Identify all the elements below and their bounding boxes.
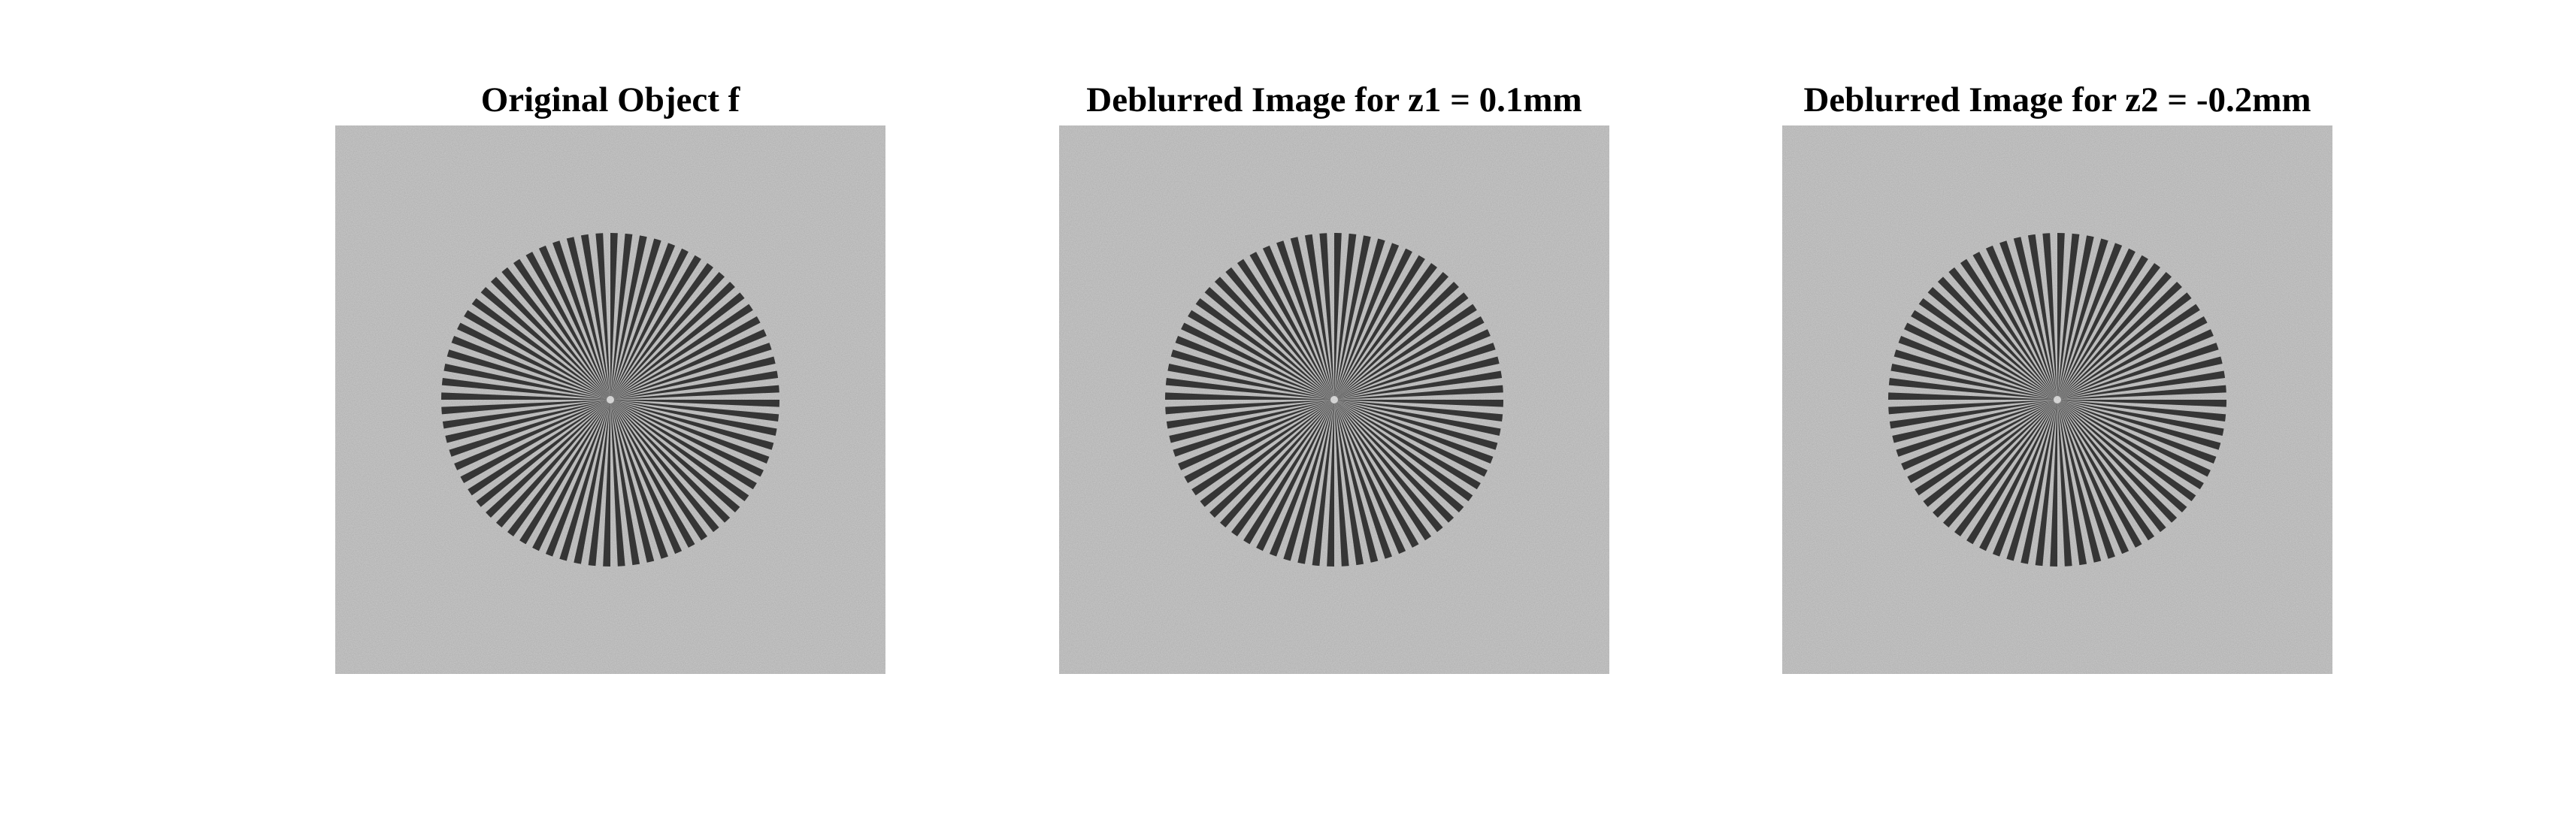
panel-original: Original Object f [335,0,885,831]
image-noise [1059,125,1609,674]
image-noise [335,125,885,674]
siemens-star-image [335,125,885,674]
panel-title: Original Object f [480,80,740,119]
panel-title: Deblurred Image for z1 = 0.1mm [1086,80,1582,119]
panel-deblurred-z1: Deblurred Image for z1 = 0.1mm [1059,0,1609,831]
panel-deblurred-z2: Deblurred Image for z2 = -0.2mm [1782,0,2332,831]
panel-title: Deblurred Image for z2 = -0.2mm [1803,80,2311,119]
siemens-star-image [1059,125,1609,674]
siemens-star-image [1782,125,2332,674]
image-noise [1782,125,2332,674]
